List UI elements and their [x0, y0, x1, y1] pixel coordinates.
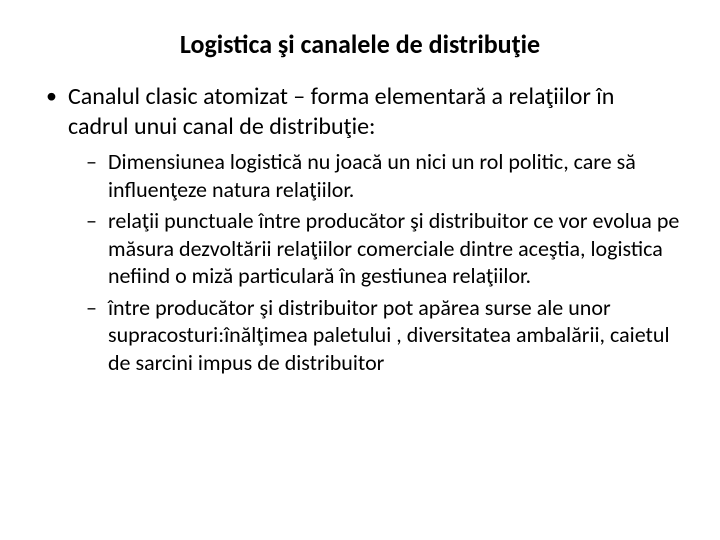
list-item-text: între producător şi distribuitor pot apă…: [108, 294, 670, 376]
slide-title: Logistica şi canalele de distribuţie: [40, 28, 680, 60]
list-item-text: Canalul clasic atomizat – forma elementa…: [68, 82, 614, 141]
bullet-list-level1: Canalul clasic atomizat – forma elementa…: [40, 82, 680, 376]
list-item: Dimensiunea logistică nu joacă un nici u…: [78, 148, 680, 203]
list-item-text: Dimensiunea logistică nu joacă un nici u…: [108, 148, 636, 203]
list-item: între producător şi distribuitor pot apă…: [78, 294, 680, 377]
bullet-list-level2: Dimensiunea logistică nu joacă un nici u…: [68, 148, 680, 376]
list-item-text: relaţii punctuale între producător şi di…: [108, 207, 679, 289]
list-item: Canalul clasic atomizat – forma elementa…: [40, 82, 680, 376]
list-item: relaţii punctuale între producător şi di…: [78, 207, 680, 290]
